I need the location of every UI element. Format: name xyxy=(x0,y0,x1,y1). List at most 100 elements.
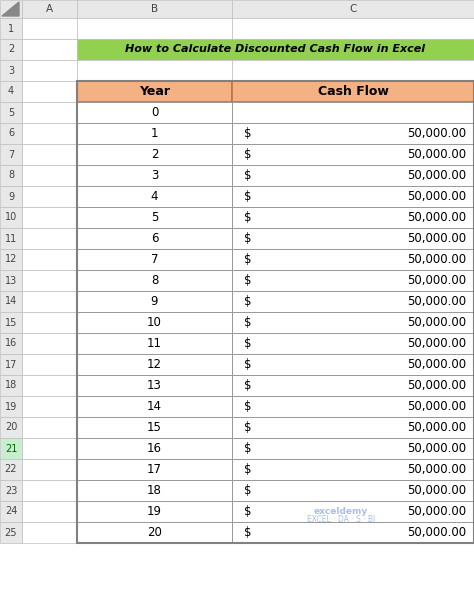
Text: 13: 13 xyxy=(147,379,162,392)
Bar xyxy=(232,228,474,249)
Text: 50,000.00: 50,000.00 xyxy=(407,253,466,266)
Bar xyxy=(22,291,77,312)
Bar xyxy=(0,0,22,18)
Text: $: $ xyxy=(244,148,252,161)
Text: 7: 7 xyxy=(8,149,14,159)
Bar xyxy=(0,123,22,144)
Text: 20: 20 xyxy=(147,526,162,539)
Text: 17: 17 xyxy=(147,463,162,476)
Text: 50,000.00: 50,000.00 xyxy=(407,295,466,308)
Bar xyxy=(232,249,474,270)
Bar xyxy=(77,165,232,186)
Bar xyxy=(0,501,22,522)
Bar xyxy=(232,102,474,123)
Text: 50,000.00: 50,000.00 xyxy=(407,526,466,539)
Bar xyxy=(22,0,77,18)
Bar xyxy=(0,291,22,312)
Text: 11: 11 xyxy=(147,337,162,350)
Bar xyxy=(0,18,22,39)
Text: 4: 4 xyxy=(151,190,158,203)
Bar xyxy=(232,354,474,375)
Bar xyxy=(77,249,232,270)
Bar xyxy=(22,417,77,438)
Bar xyxy=(232,480,474,501)
Bar xyxy=(0,459,22,480)
Text: 50,000.00: 50,000.00 xyxy=(407,190,466,203)
Text: 3: 3 xyxy=(8,65,14,76)
Bar xyxy=(232,81,474,102)
Text: $: $ xyxy=(244,232,252,245)
Text: $: $ xyxy=(244,253,252,266)
Text: 6: 6 xyxy=(8,129,14,139)
Bar xyxy=(22,522,77,543)
Text: 18: 18 xyxy=(147,484,162,497)
Bar xyxy=(232,459,474,480)
Bar xyxy=(0,207,22,228)
Text: C: C xyxy=(349,4,357,14)
Text: $: $ xyxy=(244,127,252,140)
Bar xyxy=(77,480,232,501)
Bar xyxy=(22,81,77,102)
Bar xyxy=(77,459,232,480)
Bar xyxy=(0,60,22,81)
Text: 5: 5 xyxy=(151,211,158,224)
Text: 50,000.00: 50,000.00 xyxy=(407,463,466,476)
Text: 50,000.00: 50,000.00 xyxy=(407,148,466,161)
Text: $: $ xyxy=(244,526,252,539)
Bar xyxy=(77,102,232,123)
Text: 1: 1 xyxy=(151,127,158,140)
Text: 16: 16 xyxy=(147,442,162,455)
Text: 50,000.00: 50,000.00 xyxy=(407,379,466,392)
Bar xyxy=(22,501,77,522)
Bar xyxy=(77,81,474,543)
Bar xyxy=(22,207,77,228)
Bar xyxy=(232,522,474,543)
Bar xyxy=(77,354,232,375)
Bar xyxy=(77,144,232,165)
Bar xyxy=(77,18,232,39)
Text: 22: 22 xyxy=(5,464,17,474)
Text: 50,000.00: 50,000.00 xyxy=(407,358,466,371)
Text: 50,000.00: 50,000.00 xyxy=(407,232,466,245)
Text: 3: 3 xyxy=(151,169,158,182)
Bar xyxy=(232,438,474,459)
Bar xyxy=(22,123,77,144)
Bar xyxy=(0,438,22,459)
Text: 50,000.00: 50,000.00 xyxy=(407,316,466,329)
Text: 14: 14 xyxy=(5,297,17,306)
Text: Cash Flow: Cash Flow xyxy=(318,85,388,98)
Bar xyxy=(22,102,77,123)
Bar xyxy=(22,165,77,186)
Bar xyxy=(232,291,474,312)
Bar xyxy=(232,60,474,81)
Bar xyxy=(0,354,22,375)
Text: $: $ xyxy=(244,442,252,455)
Text: 50,000.00: 50,000.00 xyxy=(407,211,466,224)
Bar xyxy=(22,354,77,375)
Bar xyxy=(232,0,474,18)
Text: 6: 6 xyxy=(151,232,158,245)
Bar xyxy=(0,81,22,102)
Text: 50,000.00: 50,000.00 xyxy=(407,505,466,518)
Text: $: $ xyxy=(244,400,252,413)
Bar xyxy=(0,375,22,396)
Text: EXCEL · DA · S · BI: EXCEL · DA · S · BI xyxy=(307,515,375,524)
Text: $: $ xyxy=(244,505,252,518)
Text: 20: 20 xyxy=(5,422,17,432)
Text: 16: 16 xyxy=(5,339,17,349)
Text: 9: 9 xyxy=(8,192,14,202)
Text: 12: 12 xyxy=(5,254,17,264)
Bar xyxy=(0,102,22,123)
Bar xyxy=(22,270,77,291)
Bar xyxy=(232,312,474,333)
Bar xyxy=(0,249,22,270)
Bar xyxy=(77,291,232,312)
Text: $: $ xyxy=(244,190,252,203)
Text: 4: 4 xyxy=(8,87,14,97)
Text: 2: 2 xyxy=(8,44,14,54)
Bar xyxy=(77,81,232,102)
Bar xyxy=(22,438,77,459)
Bar xyxy=(77,228,232,249)
Bar xyxy=(22,375,77,396)
Text: 50,000.00: 50,000.00 xyxy=(407,400,466,413)
